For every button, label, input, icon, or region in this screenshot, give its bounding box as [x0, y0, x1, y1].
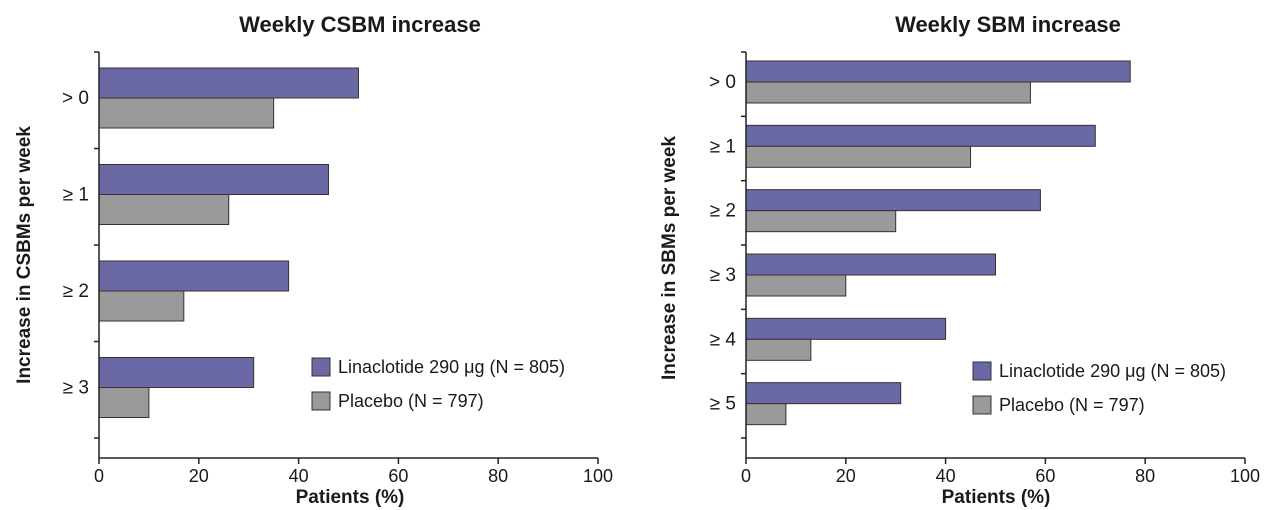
bar-linaclotide-3 [98, 357, 255, 388]
bar-placebo-1 [745, 145, 972, 168]
bar-placebo-1 [98, 194, 230, 225]
legend: Linaclotide 290 μg (N = 805) Placebo (N =… [311, 357, 565, 411]
x-tick-label: 20 [836, 466, 856, 486]
x-axis-label: Patients (%) [296, 487, 405, 508]
x-tick-label: 100 [1230, 466, 1260, 486]
bar-linaclotide-5 [745, 382, 902, 405]
bar-placebo-3 [98, 387, 150, 418]
category-label: ≥ 1 [63, 185, 89, 206]
y-axis-label: Increase in CSBMs per week [14, 126, 35, 384]
category-label: > 0 [62, 88, 89, 109]
legend-swatch-linaclotide [972, 361, 992, 381]
x-tick-label: 100 [583, 466, 613, 486]
csbm-chart-panel: Weekly CSBM increase Increase in CSBMs p… [14, 12, 613, 508]
bar-placebo-4 [745, 338, 812, 361]
bar-linaclotide-0 [98, 67, 359, 99]
bar-linaclotide-3 [745, 253, 996, 276]
bar-linaclotide-2 [98, 260, 290, 292]
category-label: ≥ 3 [63, 378, 89, 399]
bar-placebo-3 [745, 274, 847, 297]
bar-placebo-0 [745, 81, 1031, 104]
legend-swatch-placebo [311, 391, 331, 411]
x-axis-label: Patients (%) [942, 487, 1051, 508]
x-tick-label: 40 [936, 466, 956, 486]
category-label: ≥ 2 [710, 201, 736, 222]
sbm-chart-panel: Weekly SBM increase Increase in SBMs per… [659, 12, 1260, 508]
bar-placebo-2 [745, 210, 897, 233]
category-label: ≥ 2 [63, 281, 89, 302]
y-axis-label: Increase in SBMs per week [659, 136, 680, 380]
chart-title: Weekly CSBM increase [239, 12, 481, 37]
legend-label: Linaclotide 290 μg (N = 805) [999, 361, 1226, 381]
legend-swatch-linaclotide [311, 357, 331, 377]
bar-placebo-0 [98, 97, 275, 129]
bar-placebo-2 [98, 290, 185, 322]
x-tick-label: 60 [1035, 466, 1055, 486]
bar-linaclotide-4 [745, 317, 947, 340]
legend-label: Linaclotide 290 μg (N = 805) [338, 357, 565, 377]
legend-label: Placebo (N = 797) [338, 391, 484, 411]
bar-placebo-5 [745, 403, 787, 426]
category-label: ≥ 3 [710, 265, 736, 286]
legend: Linaclotide 290 μg (N = 805) Placebo (N =… [972, 361, 1226, 415]
bar-linaclotide-2 [745, 189, 1041, 212]
chart-title: Weekly SBM increase [895, 12, 1121, 37]
bar-linaclotide-1 [745, 124, 1096, 147]
category-label: > 0 [709, 72, 736, 93]
x-tick-label: 60 [388, 466, 408, 486]
category-label: ≥ 5 [710, 394, 736, 415]
legend-label: Placebo (N = 797) [999, 395, 1145, 415]
x-tick-label: 80 [1135, 466, 1155, 486]
x-tick-label: 80 [488, 466, 508, 486]
x-tick-label: 40 [289, 466, 309, 486]
x-tick-label: 0 [741, 466, 751, 486]
bar-linaclotide-0 [745, 60, 1131, 83]
category-label: ≥ 4 [710, 329, 737, 350]
x-tick-label: 20 [189, 466, 209, 486]
legend-swatch-placebo [972, 395, 992, 415]
bar-linaclotide-1 [98, 164, 330, 195]
x-tick-label: 0 [94, 466, 104, 486]
category-label: ≥ 1 [710, 136, 736, 157]
